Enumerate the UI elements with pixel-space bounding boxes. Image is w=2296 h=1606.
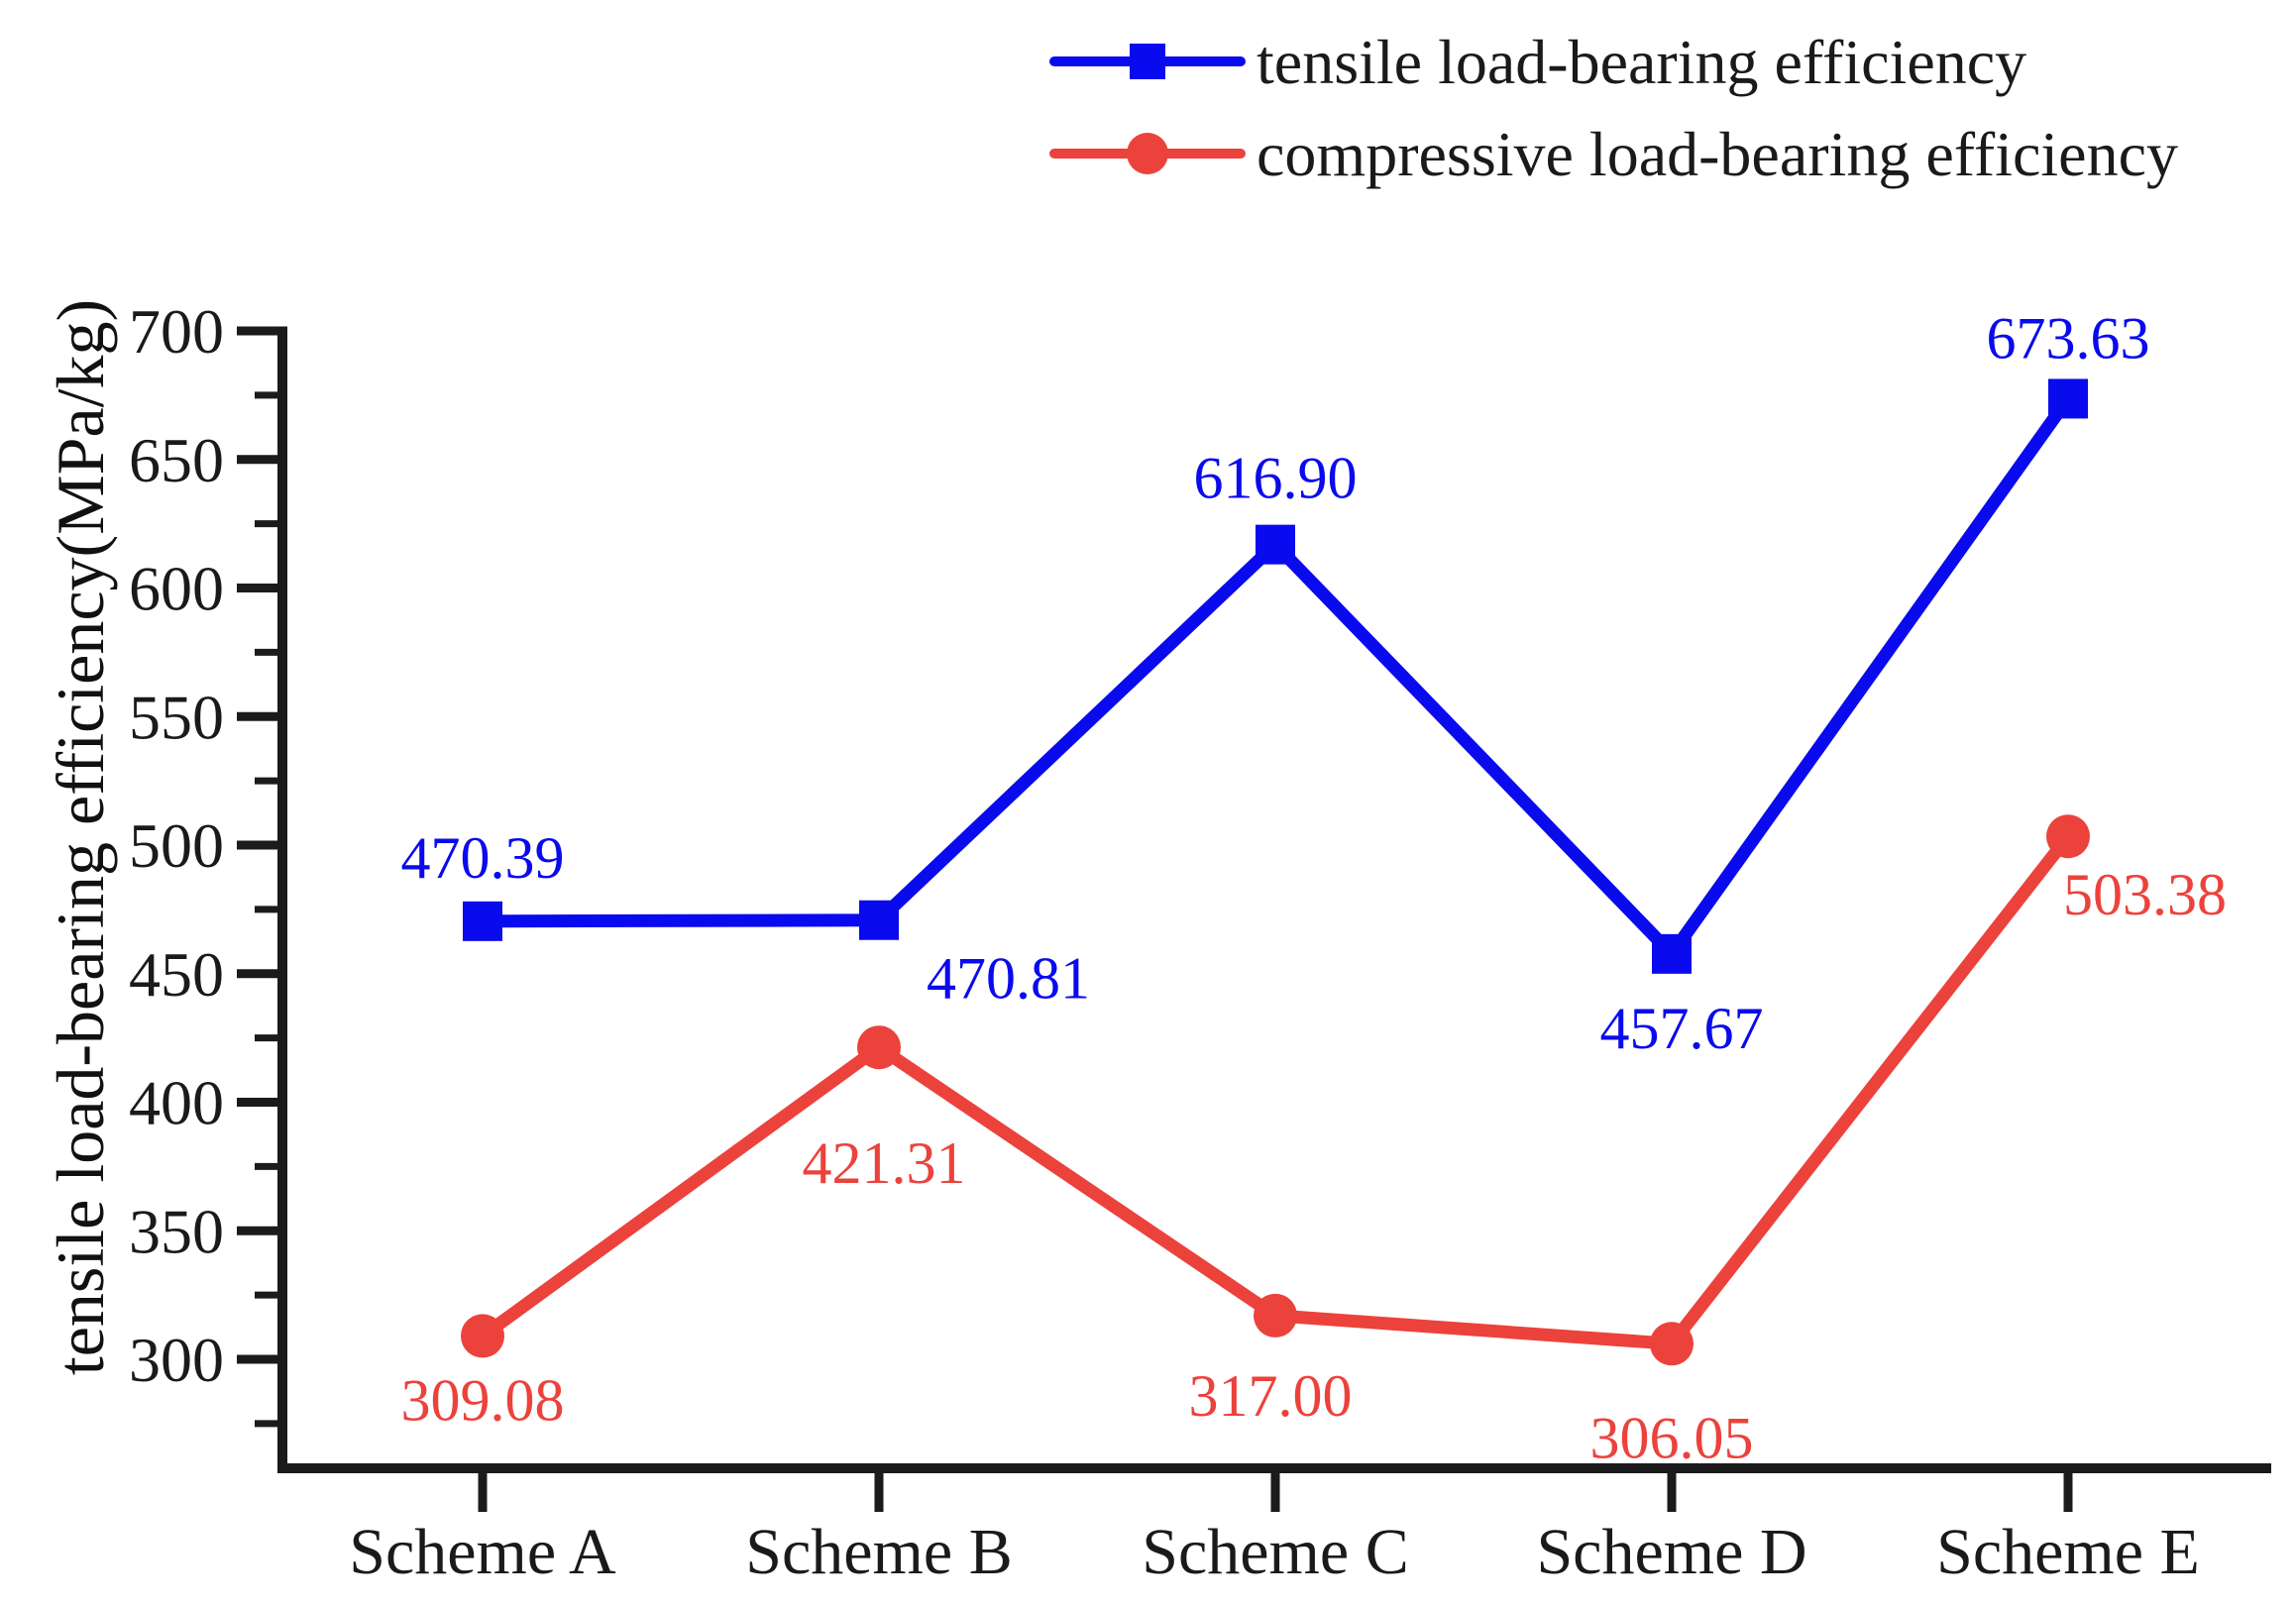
data-point-square-tensile — [1256, 524, 1295, 565]
y-tick-label: 650 — [129, 425, 224, 495]
x-category-label: Scheme E — [1936, 1516, 2200, 1588]
legend-square-marker-icon — [1130, 44, 1165, 79]
data-labels: 470.39 470.81 616.90 457.67 673.63 309.08 421.… — [401, 305, 2228, 1470]
data-point-square-tensile — [859, 900, 899, 940]
y-axis-title: tensile load-bearing efficiency(MPa/kg) — [43, 299, 118, 1375]
data-point-label-compressive: 503.38 — [2063, 862, 2227, 927]
y-tick-label: 600 — [129, 554, 224, 624]
y-tick-label: 700 — [129, 296, 224, 367]
series-line-compressive — [476, 829, 2075, 1350]
x-category-label: Scheme A — [349, 1516, 616, 1588]
data-point-circle-compressive — [2046, 814, 2090, 859]
data-point-label-tensile: 470.81 — [927, 946, 1090, 1012]
data-point-square-tensile — [1652, 933, 1692, 974]
data-point-label-tensile: 470.39 — [401, 825, 565, 891]
data-point-label-compressive: 309.08 — [401, 1367, 565, 1433]
y-tick-label: 550 — [129, 682, 224, 752]
x-category-label: Scheme C — [1142, 1516, 1408, 1588]
data-point-square-tensile — [2048, 378, 2088, 419]
data-point-label-compressive: 421.31 — [803, 1130, 966, 1196]
data-point-label-tensile: 616.90 — [1194, 446, 1358, 511]
data-point-label-compressive: 317.00 — [1189, 1363, 1353, 1429]
data-point-circle-compressive — [1650, 1322, 1694, 1366]
data-point-circle-compressive — [461, 1314, 504, 1358]
axes: 300 350 400 450 500 550 600 650 700 Scheme A Schem… — [129, 296, 2271, 1588]
data-point-label-tensile: 457.67 — [1600, 996, 1764, 1061]
legend: tensile load-bearing efficiency compress… — [1049, 27, 2178, 189]
legend-item-compressive: compressive load-bearing efficiency — [1049, 119, 2178, 189]
y-tick-label: 350 — [129, 1196, 224, 1266]
y-tick-label: 450 — [129, 939, 224, 1010]
y-tick-label: 400 — [129, 1068, 224, 1138]
y-tick-label: 300 — [129, 1325, 224, 1395]
legend-item-tensile: tensile load-bearing efficiency — [1049, 27, 2026, 97]
series-markers — [461, 378, 2090, 1366]
data-point-square-tensile — [463, 901, 502, 941]
legend-label-compressive: compressive load-bearing efficiency — [1257, 119, 2178, 189]
data-point-circle-compressive — [857, 1025, 901, 1070]
data-point-label-compressive: 306.05 — [1590, 1405, 1754, 1470]
x-category-label: Scheme B — [745, 1516, 1012, 1588]
data-point-circle-compressive — [1254, 1293, 1297, 1338]
data-point-label-tensile: 673.63 — [1987, 305, 2150, 371]
y-tick-label: 500 — [129, 810, 224, 881]
x-category-label: Scheme D — [1536, 1516, 1806, 1588]
legend-label-tensile: tensile load-bearing efficiency — [1257, 27, 2026, 97]
legend-circle-marker-icon — [1127, 133, 1168, 174]
